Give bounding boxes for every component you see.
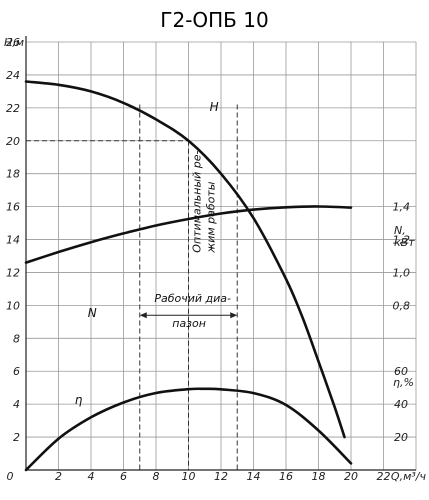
- y-tick-label: 6: [13, 365, 20, 378]
- y-tick-label: 4: [13, 398, 20, 411]
- head-curve-label: H: [210, 100, 219, 114]
- n-tick-label: 0,8: [393, 299, 411, 312]
- power-curve-label: N: [88, 306, 97, 320]
- range-arrow-right: [230, 312, 237, 318]
- x-tick-label: 10: [182, 470, 196, 483]
- eta-axis-label: η,%: [393, 376, 414, 389]
- y-tick-label: 16: [6, 201, 20, 214]
- x-tick-label: 18: [312, 470, 326, 483]
- y-tick-label: 22: [6, 102, 20, 115]
- x-tick-label: 2: [55, 470, 62, 483]
- x-tick-label: 8: [153, 470, 160, 483]
- x-tick-label: 0: [7, 470, 14, 483]
- eta-tick-label: 40: [394, 398, 408, 411]
- n-tick-label: 1,0: [393, 266, 411, 279]
- reference-lines: [26, 105, 237, 470]
- x-tick-label: 4: [88, 470, 95, 483]
- y-tick-label: 24: [6, 69, 20, 82]
- y-tick-label: 20: [6, 135, 20, 148]
- y-tick-label: 10: [6, 299, 20, 312]
- y-tick-label: 14: [6, 234, 20, 247]
- optimal-mode-label-line2: жим работы: [205, 181, 218, 253]
- x-tick-label: 6: [120, 470, 127, 483]
- y-tick-label: 18: [6, 168, 20, 181]
- x-tick-label: 14: [247, 470, 261, 483]
- range-arrow-left: [140, 312, 147, 318]
- grid: [26, 42, 416, 470]
- optimal-mode-label-line1: Оптимальный ре-: [191, 150, 204, 252]
- n-axis-unit: кВт: [394, 236, 415, 249]
- x-axis-label: Q,м³/ч: [391, 470, 427, 483]
- x-tick-label: 12: [214, 470, 228, 483]
- efficiency-curve-label: η: [75, 393, 83, 407]
- y-axis-label: H,м: [4, 36, 24, 49]
- x-tick-label: 20: [344, 470, 358, 483]
- x-tick-label: 16: [279, 470, 293, 483]
- n-tick-label: 1,4: [393, 201, 411, 214]
- x-tick-label: 22: [377, 470, 391, 483]
- range-label-line2: пазон: [172, 317, 206, 330]
- curve-labels: H Nη Оптимальный ре-жим работы Рабочий диа-…: [75, 100, 231, 407]
- range-label-line1: Рабочий диа-: [154, 292, 231, 305]
- eta-tick-label: 20: [394, 431, 408, 444]
- head-curve: [26, 82, 345, 438]
- y-tick-label: 2: [13, 431, 20, 444]
- y-tick-label: 8: [13, 332, 20, 345]
- y-tick-label: 12: [6, 266, 20, 279]
